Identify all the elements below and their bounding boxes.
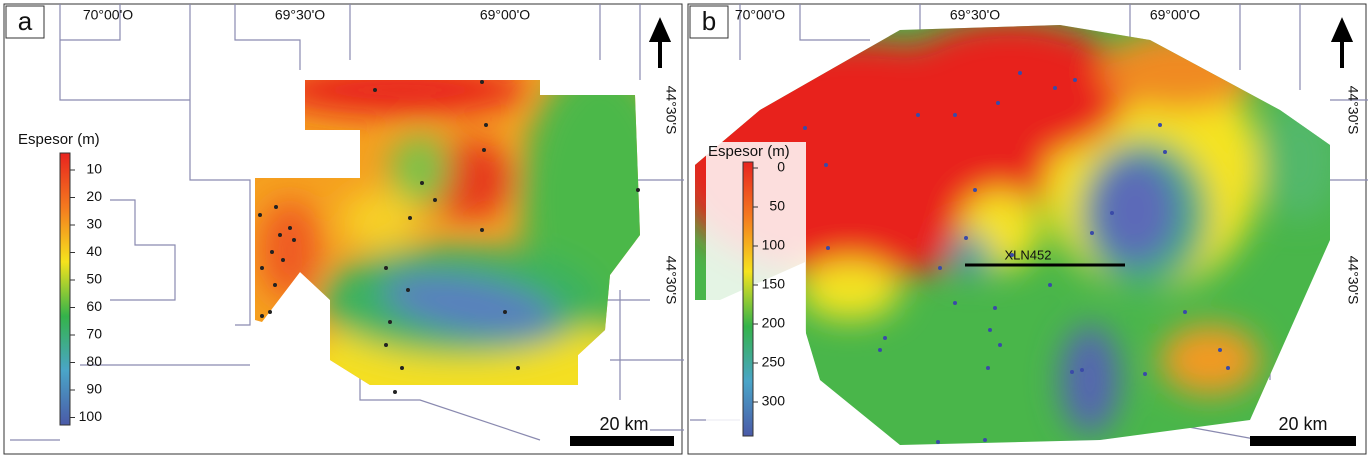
latitude-label: 44°30'S xyxy=(663,256,679,305)
legend-title: Espesor (m) xyxy=(708,143,790,160)
wells xyxy=(258,80,640,394)
longitude-label: 69°00'O xyxy=(1150,7,1200,23)
colorbar-tick-label: 20 xyxy=(86,188,102,204)
colorbar-tick-label: 60 xyxy=(86,298,102,314)
scale-bar-label: 20 km xyxy=(1278,414,1327,434)
well-label: XLN452 xyxy=(1005,247,1052,262)
colorbar-tick-label: 300 xyxy=(762,393,786,409)
colorbar-tick-label: 90 xyxy=(86,381,102,397)
scale-bar xyxy=(570,436,674,446)
colorbar-tick-label: 200 xyxy=(762,315,786,331)
latitude-label: 44°30'S xyxy=(1345,256,1361,305)
legend-background xyxy=(706,142,806,442)
colorbar-tick-label: 50 xyxy=(769,198,785,214)
latitude-label: 44°30'S xyxy=(1345,86,1361,135)
colorbar-tick-label: 150 xyxy=(762,276,786,292)
colorbar xyxy=(59,152,71,426)
colorbar-tick-label: 0 xyxy=(777,159,785,175)
scale-bar-label: 20 km xyxy=(599,414,648,434)
colorbar-tick-label: 250 xyxy=(762,354,786,370)
panel-label-box xyxy=(5,5,45,39)
longitude-label: 70°00'O xyxy=(83,7,133,23)
longitude-label: 69°00'O xyxy=(480,7,530,23)
panel-b: XLN452 b 70°00'O 69°30'O 69°00'O 44°30'S… xyxy=(687,3,1368,455)
longitude-label: 70°00'O xyxy=(735,7,785,23)
colorbar-tick-label: 50 xyxy=(86,271,102,287)
colorbar-tick-label: 100 xyxy=(762,237,786,253)
panel-label-box xyxy=(689,5,729,39)
colorbar-tick-label: 70 xyxy=(86,326,102,342)
colorbar-tick-label: 30 xyxy=(86,216,102,232)
panel-label: a xyxy=(18,6,33,36)
colorbar-tick-label: 40 xyxy=(86,243,102,259)
longitude-label: 69°30'O xyxy=(275,7,325,23)
colorbar-tick-label: 100 xyxy=(79,408,103,424)
colorbar-tick-label: 80 xyxy=(86,353,102,369)
legend-title: Espesor (m) xyxy=(18,131,100,148)
thickness-map xyxy=(255,80,640,385)
scale-bar xyxy=(1250,436,1356,446)
longitude-label: 69°30'O xyxy=(950,7,1000,23)
colorbar-tick-label: 10 xyxy=(86,161,102,177)
colorbar xyxy=(742,161,754,437)
panel-a: a 70°00'O 69°30'O 69°00'O 44°30'S 44°30'… xyxy=(3,3,684,455)
panel-label: b xyxy=(702,6,716,36)
north-arrow xyxy=(648,17,672,68)
thickness-map xyxy=(695,25,1330,445)
latitude-label: 44°30'S xyxy=(663,86,679,135)
north-arrow xyxy=(1330,17,1354,68)
wells xyxy=(803,71,1230,444)
